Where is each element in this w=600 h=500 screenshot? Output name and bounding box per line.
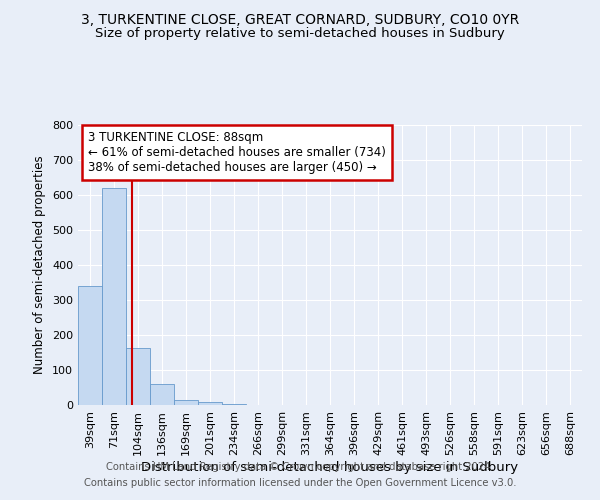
Text: Size of property relative to semi-detached houses in Sudbury: Size of property relative to semi-detach…: [95, 28, 505, 40]
Bar: [198, 402, 222, 405]
Bar: [126, 348, 150, 405]
Bar: [222, 404, 246, 405]
Bar: [78, 286, 102, 405]
X-axis label: Distribution of semi-detached houses by size in Sudbury: Distribution of semi-detached houses by …: [142, 460, 518, 473]
Text: Contains public sector information licensed under the Open Government Licence v3: Contains public sector information licen…: [84, 478, 516, 488]
Text: Contains HM Land Registry data © Crown copyright and database right 2024.: Contains HM Land Registry data © Crown c…: [106, 462, 494, 472]
Bar: [102, 188, 126, 405]
Text: 3, TURKENTINE CLOSE, GREAT CORNARD, SUDBURY, CO10 0YR: 3, TURKENTINE CLOSE, GREAT CORNARD, SUDB…: [81, 12, 519, 26]
Y-axis label: Number of semi-detached properties: Number of semi-detached properties: [34, 156, 46, 374]
Bar: [174, 400, 198, 405]
Bar: [150, 384, 174, 405]
Text: 3 TURKENTINE CLOSE: 88sqm
← 61% of semi-detached houses are smaller (734)
38% of: 3 TURKENTINE CLOSE: 88sqm ← 61% of semi-…: [88, 130, 386, 174]
